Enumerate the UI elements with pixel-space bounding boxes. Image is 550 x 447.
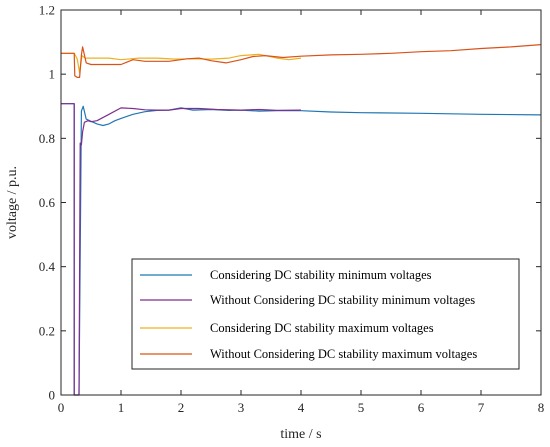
x-tick-label: 1 <box>118 400 125 415</box>
y-tick-label: 0 <box>49 388 56 403</box>
x-tick-label: 3 <box>238 400 245 415</box>
x-tick-label: 4 <box>298 400 305 415</box>
y-tick-label: 0.2 <box>39 323 55 338</box>
y-tick-label: 0.8 <box>39 131 55 146</box>
x-tick-label: 5 <box>358 400 365 415</box>
plot-lines <box>61 44 542 396</box>
x-tick-label: 0 <box>58 400 65 415</box>
legend-label: Without Considering DC stability minimum… <box>210 293 475 307</box>
y-tick-label: 0.4 <box>39 259 56 274</box>
x-tick-label: 2 <box>178 400 185 415</box>
series-line-2 <box>61 103 302 396</box>
legend-label: Considering DC stability minimum voltage… <box>210 268 432 282</box>
y-tick-label: 1.2 <box>39 3 55 18</box>
y-tick-label: 1 <box>49 67 56 82</box>
y-tick-label: 0.6 <box>39 195 56 210</box>
y-axis-label: voltage / p.u. <box>5 166 20 239</box>
x-tick-label: 8 <box>538 400 545 415</box>
x-tick-label: 6 <box>418 400 425 415</box>
series-line-1 <box>61 103 542 396</box>
y-axis: 0 0.2 0.4 0.6 0.8 1 1.2 <box>39 3 541 403</box>
legend-label: Considering DC stability maximum voltage… <box>210 321 434 335</box>
series-line-4 <box>61 44 542 79</box>
legend-label: Without Considering DC stability maximum… <box>210 347 477 361</box>
legend: Considering DC stability minimum voltage… <box>131 258 520 370</box>
x-axis-label: time / s <box>280 427 321 442</box>
legend-box <box>131 258 520 370</box>
x-axis: 0 1 2 3 4 5 6 7 8 <box>58 10 545 415</box>
x-tick-label: 7 <box>478 400 485 415</box>
